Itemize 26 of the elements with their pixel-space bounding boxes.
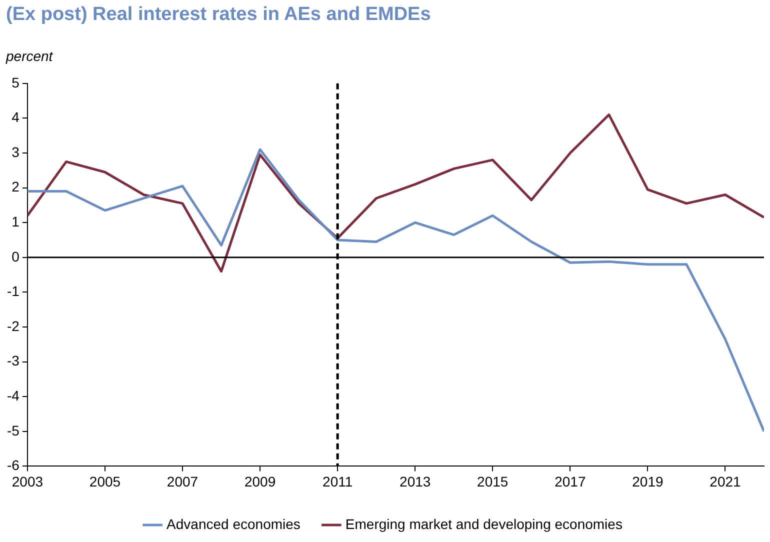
legend-label: Emerging market and developing economies	[345, 516, 622, 532]
y-tick-label: -1	[6, 283, 20, 300]
x-tick-label: 2019	[632, 473, 664, 490]
x-tick-label: 2011	[322, 473, 353, 490]
x-tick-label: 2009	[244, 473, 276, 490]
y-tick-label: -4	[6, 387, 20, 404]
y-tick-label: 0	[12, 248, 20, 264]
y-tick-label: 1	[12, 213, 20, 230]
x-tick-label: 2015	[477, 473, 508, 490]
y-tick-label: 5	[12, 74, 20, 90]
y-tick-label: -3	[6, 352, 20, 369]
x-tick-label: 2007	[166, 473, 198, 490]
y-tick-label: -5	[6, 422, 20, 438]
chart-title: (Ex post) Real interest rates in AEs and EMDEs	[6, 4, 431, 26]
x-tick-label: 2005	[89, 473, 121, 490]
legend-label: Advanced economies	[166, 516, 300, 532]
x-tick-label: 2021	[710, 473, 742, 490]
x-tick-label: 2003	[12, 473, 44, 490]
y-tick-label: 3	[12, 144, 20, 160]
y-tick-label: -2	[6, 318, 20, 334]
y-tick-label: 4	[12, 109, 20, 126]
x-tick-label: 2013	[400, 473, 431, 490]
y-tick-label: -6	[6, 457, 20, 474]
x-tick-label: 2017	[554, 473, 586, 490]
y-tick-label: 2	[12, 178, 20, 195]
y-axis-title: percent	[6, 48, 53, 64]
